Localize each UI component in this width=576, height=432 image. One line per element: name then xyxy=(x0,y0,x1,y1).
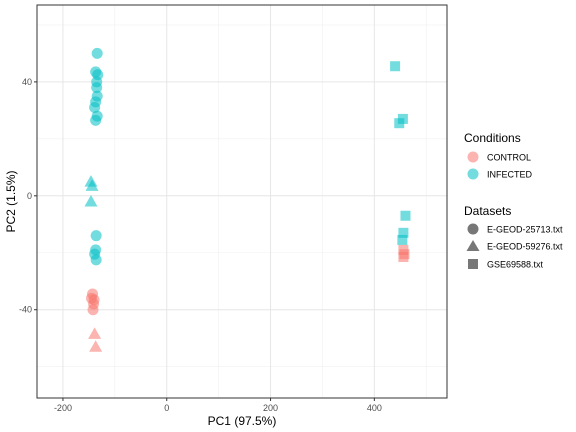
legend-circle-key xyxy=(467,223,479,235)
data-point-circle xyxy=(91,47,103,59)
data-point-circle xyxy=(90,114,102,126)
data-point-circle xyxy=(89,102,101,114)
data-point-triangle xyxy=(88,327,102,339)
legend-infected-key xyxy=(467,168,479,180)
x-tick-label: 0 xyxy=(164,403,169,413)
plot-border xyxy=(36,4,448,399)
data-point-circle xyxy=(90,230,102,242)
data-point-circle xyxy=(87,304,99,316)
data-point-square xyxy=(394,118,405,129)
y-axis-title: PC2 (1.5%) xyxy=(4,170,18,232)
x-axis-title: PC1 (97.5%) xyxy=(208,414,277,428)
data-point-triangle xyxy=(89,340,103,352)
y-axis: -40 0 40 xyxy=(19,77,37,315)
legend-conditions-title: Conditions xyxy=(464,131,521,145)
data-point-circle xyxy=(90,254,102,266)
legend-dataset-1-label: E-GEOD-25713.txt xyxy=(487,225,563,235)
legend-dataset-3-label: GSE69588.txt xyxy=(487,260,544,270)
x-tick-label: 400 xyxy=(367,403,382,413)
legend-triangle-key xyxy=(466,240,480,251)
legend-control-key xyxy=(467,151,479,163)
plot-panel xyxy=(37,5,447,398)
y-tick-label: 0 xyxy=(27,191,32,201)
data-point-square xyxy=(397,234,408,245)
legend-datasets-title: Datasets xyxy=(464,204,511,218)
data-point-square xyxy=(400,210,411,221)
data-point-triangle xyxy=(84,195,98,207)
x-tick-label: 200 xyxy=(263,403,278,413)
data-point-square xyxy=(390,61,401,72)
x-axis: -200 0 200 400 xyxy=(54,398,382,413)
data-point-circle xyxy=(91,82,103,94)
y-tick-label: -40 xyxy=(19,305,32,315)
legend: Conditions CONTROL INFECTED Datasets E-G… xyxy=(464,131,563,270)
data-point-triangle xyxy=(85,179,99,191)
y-tick-label: 40 xyxy=(22,77,32,87)
x-tick-label: -200 xyxy=(54,403,72,413)
legend-infected-label: INFECTED xyxy=(487,170,533,180)
data-point-square xyxy=(398,227,409,238)
legend-dataset-2-label: E-GEOD-59276.txt xyxy=(487,242,563,252)
legend-control-label: CONTROL xyxy=(487,153,531,163)
legend-square-key xyxy=(468,259,478,269)
data-point-square xyxy=(398,252,409,263)
grid-lines xyxy=(37,5,447,398)
data-points xyxy=(84,47,411,352)
